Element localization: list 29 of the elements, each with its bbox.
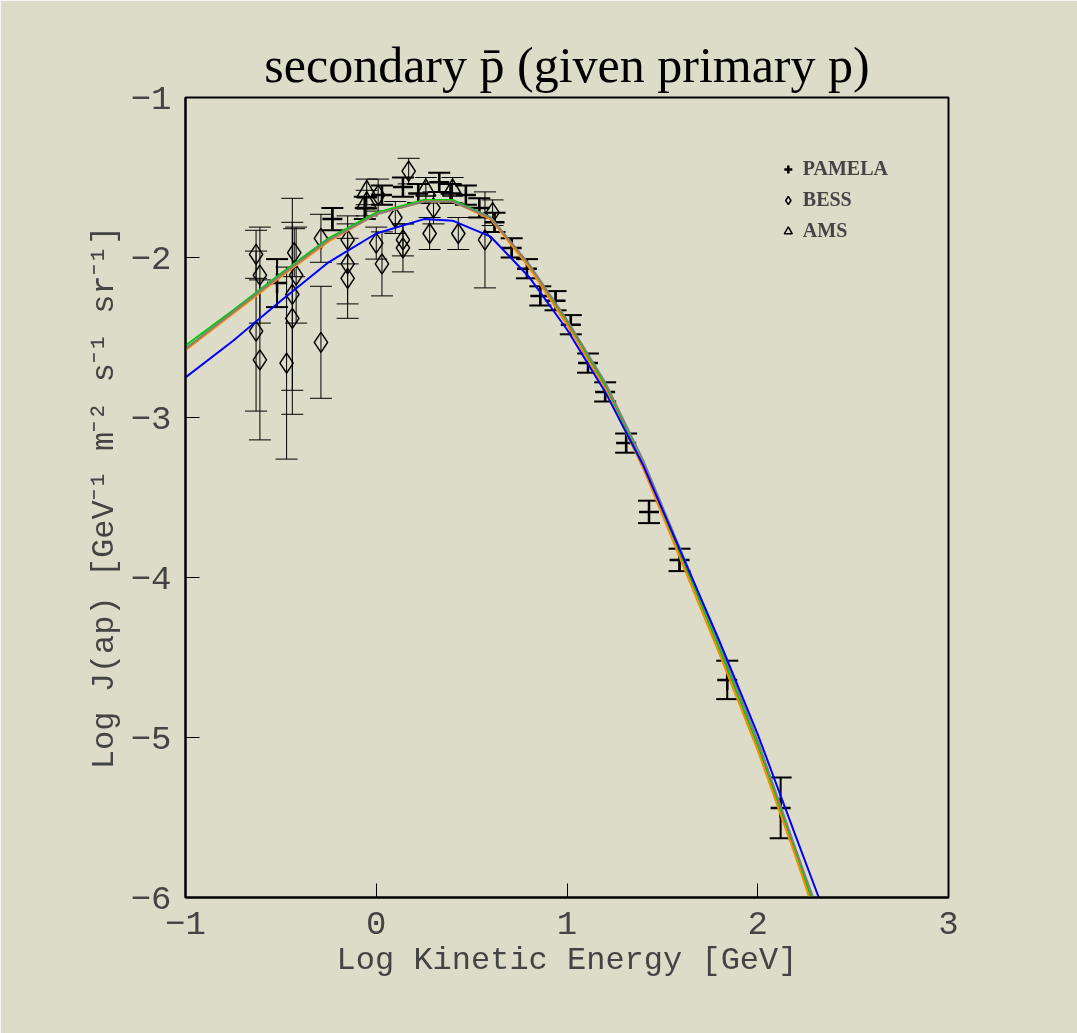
point xyxy=(288,264,304,286)
y-tick-label: −2 xyxy=(130,240,172,279)
point xyxy=(368,232,384,254)
point xyxy=(279,352,295,374)
y-tick-label: −6 xyxy=(130,880,172,919)
legend-label: PAMELA xyxy=(802,157,888,180)
chart-title: secondary p̄ (given primary p) xyxy=(264,36,870,93)
legend-label: AMS xyxy=(802,219,848,242)
legend-label: BESS xyxy=(802,188,852,211)
point xyxy=(248,320,264,342)
point xyxy=(395,237,411,259)
y-tick-label: −1 xyxy=(130,80,172,119)
point xyxy=(395,229,411,251)
point xyxy=(370,184,386,206)
y-tick-label: −3 xyxy=(130,400,172,439)
point xyxy=(374,253,390,275)
x-axis-title: Log Kinetic Energy [GeV] xyxy=(336,941,798,979)
x-tick-label: 2 xyxy=(747,905,768,944)
y-tick-label: −5 xyxy=(130,720,172,759)
x-tick-label: 0 xyxy=(366,905,387,944)
point xyxy=(340,229,356,251)
x-tick-label: 1 xyxy=(556,905,578,944)
point xyxy=(252,264,268,286)
point xyxy=(477,229,493,251)
x-tick-label: 3 xyxy=(938,905,959,944)
y-axis-title: Log J(ap) [GeV⁻¹ m⁻² s⁻¹ sr⁻¹] xyxy=(85,225,123,770)
point xyxy=(340,253,356,275)
y-tick-label: −4 xyxy=(130,560,172,599)
point xyxy=(252,349,268,371)
